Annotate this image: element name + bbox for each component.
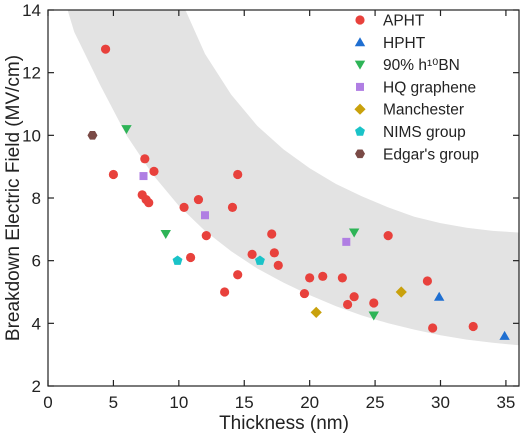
data-point-apht — [140, 154, 150, 164]
y-tick-label: 10 — [22, 126, 41, 145]
data-point-90-h-bn — [121, 125, 132, 135]
x-tick-label: 10 — [169, 393, 188, 412]
data-point-manchester — [395, 286, 407, 298]
x-tick-label: 0 — [43, 393, 52, 412]
legend-label-hpht: HPHT — [383, 35, 426, 52]
legend-marker-apht — [355, 15, 365, 25]
legend-marker-hpht — [354, 37, 366, 47]
data-point-90-h-bn — [368, 311, 379, 321]
data-point-nims-group — [172, 255, 183, 265]
data-point-apht — [179, 202, 189, 212]
y-tick-label: 4 — [32, 314, 41, 333]
data-point-manchester — [310, 306, 322, 318]
legend-marker-hq-graphene — [356, 82, 364, 91]
data-point-apht — [149, 166, 159, 176]
legend-label-90-h-bn: 90% h¹⁰BN — [383, 57, 460, 74]
data-point-apht — [369, 298, 379, 308]
data-point-apht — [220, 287, 230, 297]
data-point-apht — [383, 231, 393, 241]
data-point-hpht — [434, 291, 445, 301]
legend-marker-edgar-s-group — [355, 149, 365, 159]
y-tick-label: 6 — [32, 252, 41, 271]
shaded-band — [67, 10, 519, 346]
data-point-apht — [233, 169, 243, 180]
data-point-hpht — [499, 330, 510, 340]
data-point-edgar-s-group — [87, 131, 98, 140]
data-point-apht — [273, 260, 283, 270]
data-point-apht — [100, 44, 111, 54]
y-tick-label: 14 — [22, 1, 41, 20]
data-point-apht — [428, 323, 438, 333]
data-point-apht — [468, 321, 478, 332]
data-point-apht — [144, 198, 154, 208]
data-point-90-h-bn — [348, 228, 360, 238]
data-point-apht — [186, 252, 196, 263]
legend-marker-nims-group — [355, 126, 365, 136]
x-tick-label: 5 — [109, 393, 118, 412]
x-tick-label: 15 — [235, 393, 254, 412]
data-point-apht — [422, 276, 433, 286]
data-point-apht — [343, 299, 353, 310]
data-point-apht — [318, 271, 328, 281]
legend-label-manchester: Manchester — [383, 102, 464, 119]
legend-marker-manchester — [354, 103, 366, 115]
legend-label-nims-group: NIMS group — [383, 124, 466, 141]
y-tick-label: 8 — [32, 189, 41, 208]
data-point-apht — [299, 288, 310, 299]
data-point-apht — [267, 229, 277, 239]
legend-label-hq-graphene: HQ graphene — [383, 79, 476, 96]
y-axis-title: Breakdown Electric Field (MV/cm) — [3, 55, 24, 341]
y-tick-label: 2 — [32, 377, 41, 396]
data-point-apht — [269, 248, 279, 258]
data-point-apht — [108, 169, 119, 180]
x-axis-title: Thickness (nm) — [219, 413, 349, 434]
data-point-hq-graphene — [201, 211, 209, 220]
data-point-apht — [233, 270, 243, 280]
data-point-apht — [227, 202, 238, 212]
legend-marker-90-h-bn — [354, 60, 366, 70]
legend-label-edgar-s-group: Edgar's group — [383, 146, 479, 163]
data-point-hq-graphene — [139, 172, 148, 181]
data-point-nims-group — [255, 255, 265, 265]
data-point-hq-graphene — [342, 237, 351, 246]
x-tick-label: 25 — [366, 393, 385, 412]
legend-label-apht: APHT — [383, 13, 425, 30]
data-point-apht — [193, 194, 204, 205]
x-tick-label: 35 — [496, 393, 515, 412]
data-point-90-h-bn — [160, 230, 171, 240]
data-point-apht — [337, 273, 347, 283]
x-tick-label: 20 — [300, 393, 319, 412]
legend: APHT HPHT 90% h¹⁰BN HQ graphene Manchester NI… — [354, 13, 479, 163]
x-tick-label: 30 — [431, 393, 450, 412]
data-point-apht — [305, 273, 315, 283]
data-point-apht — [247, 249, 257, 259]
data-point-apht — [201, 231, 211, 241]
y-tick-label: 12 — [22, 64, 41, 83]
data-point-apht — [349, 292, 359, 302]
